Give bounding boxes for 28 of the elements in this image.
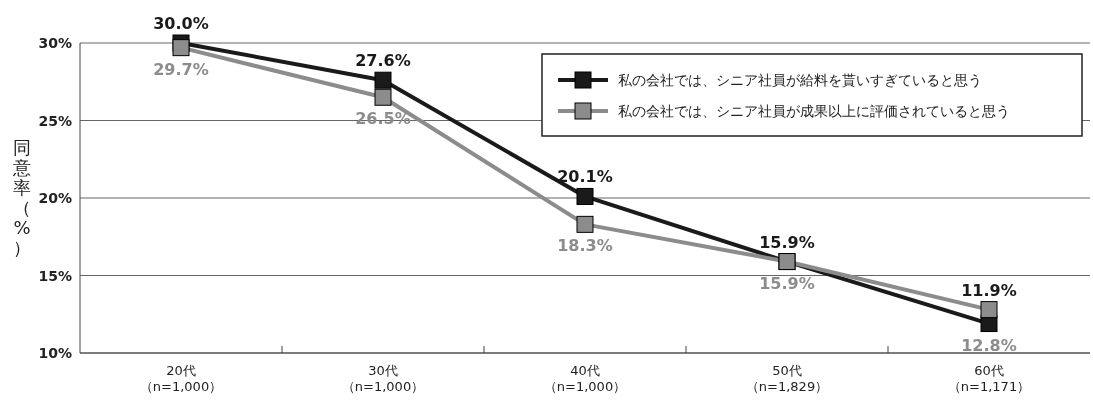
point [172,39,190,57]
point [576,187,594,205]
legend-label: 私の会社では、シニア社員が成果以上に評価されていると思う [618,103,1010,119]
x-tick-label: 30代（n=1,000） [341,363,425,394]
point [374,71,392,89]
y-tick-label: 30% [38,35,72,51]
y-tick-label: 15% [38,267,72,284]
data-label: 18.3% [557,236,613,256]
x-tick-label: 40代（n=1,000） [543,363,627,394]
data-label: 27.6% [355,51,411,71]
data-label: 29.7% [153,59,209,79]
y-tick-label: 10% [38,345,72,361]
point [980,301,998,319]
point [374,88,392,106]
data-label: 30.0% [153,14,209,33]
y-tick-label: 20% [38,190,72,206]
data-label: 11.9% [961,280,1017,300]
y-tick-label: 25% [38,112,72,129]
x-tick-label: 20代（n=1,000） [139,363,223,394]
data-label: 12.8% [961,335,1017,355]
y-axis-title: 同意率（%） [12,137,31,258]
x-tick-label: 60代（n=1,171） [947,363,1031,394]
data-label: 15.9% [759,232,815,252]
legend-label: 私の会社では、シニア社員が給料を貰いすぎていると思う [618,72,982,88]
point [576,215,594,233]
x-tick-label: 50代（n=1,829） [745,363,829,394]
data-label: 20.1% [557,167,613,187]
data-label: 15.9% [759,273,815,293]
